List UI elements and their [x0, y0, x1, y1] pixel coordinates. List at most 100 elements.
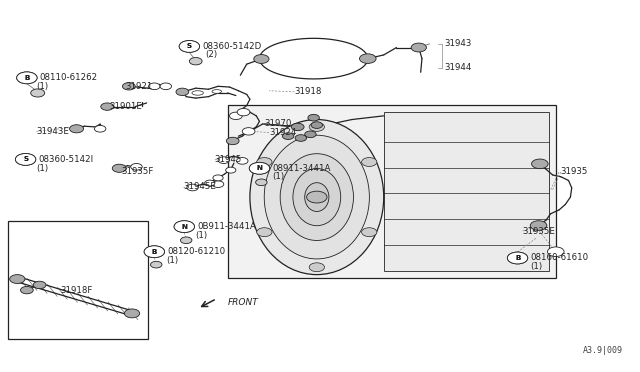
Ellipse shape — [212, 90, 221, 93]
Circle shape — [218, 157, 230, 163]
Circle shape — [249, 162, 269, 174]
Circle shape — [122, 83, 135, 90]
Text: S: S — [187, 44, 192, 49]
Text: S: S — [187, 44, 192, 49]
Text: B: B — [24, 75, 29, 81]
Circle shape — [307, 191, 327, 203]
Text: 08360-5142D: 08360-5142D — [202, 42, 261, 51]
Text: (1): (1) — [531, 262, 543, 271]
Circle shape — [212, 181, 224, 187]
Text: (1): (1) — [36, 164, 49, 173]
Circle shape — [179, 41, 200, 52]
Circle shape — [17, 72, 37, 84]
Circle shape — [17, 72, 37, 84]
Ellipse shape — [250, 119, 384, 275]
Circle shape — [131, 163, 142, 170]
Ellipse shape — [280, 154, 353, 240]
Circle shape — [360, 54, 376, 63]
Text: N: N — [257, 165, 262, 171]
Ellipse shape — [264, 135, 369, 259]
Circle shape — [180, 237, 192, 244]
Circle shape — [100, 103, 113, 110]
Circle shape — [144, 246, 164, 258]
Text: 31970: 31970 — [264, 119, 292, 128]
Polygon shape — [228, 105, 556, 278]
Text: 08911-3441A: 08911-3441A — [272, 164, 331, 173]
Text: (1): (1) — [196, 231, 208, 240]
Text: 31945E: 31945E — [183, 182, 216, 191]
Circle shape — [547, 247, 564, 257]
Circle shape — [20, 286, 33, 294]
Text: (1): (1) — [166, 256, 178, 265]
Circle shape — [237, 158, 248, 164]
Text: 31935E: 31935E — [523, 227, 556, 235]
Text: B: B — [515, 255, 520, 261]
Circle shape — [10, 275, 25, 283]
Circle shape — [33, 281, 46, 289]
Text: 08120-61210: 08120-61210 — [167, 247, 225, 256]
Text: 31944: 31944 — [444, 63, 472, 72]
Circle shape — [508, 252, 528, 264]
Text: B: B — [24, 75, 29, 81]
Circle shape — [230, 112, 243, 119]
Text: 31945: 31945 — [215, 155, 242, 164]
Circle shape — [308, 114, 319, 121]
Text: S: S — [23, 156, 28, 163]
Text: S: S — [23, 156, 28, 163]
Circle shape — [237, 109, 250, 116]
Circle shape — [144, 246, 164, 258]
Text: 31918: 31918 — [294, 87, 322, 96]
Text: N: N — [181, 224, 188, 230]
Circle shape — [226, 167, 236, 173]
Circle shape — [305, 131, 316, 138]
Circle shape — [189, 58, 202, 65]
Circle shape — [309, 263, 324, 272]
Circle shape — [148, 83, 160, 90]
Circle shape — [362, 228, 377, 237]
Text: N: N — [257, 165, 262, 171]
Text: 31935: 31935 — [561, 167, 588, 176]
Circle shape — [309, 122, 324, 131]
Circle shape — [249, 162, 269, 174]
Text: FRONT: FRONT — [228, 298, 259, 307]
Circle shape — [15, 154, 36, 165]
Text: N: N — [181, 224, 188, 230]
Text: 31921: 31921 — [125, 82, 153, 91]
Text: 31943E: 31943E — [36, 127, 69, 136]
Circle shape — [70, 125, 84, 133]
Text: 31935F: 31935F — [121, 167, 154, 176]
Circle shape — [187, 184, 198, 191]
Circle shape — [243, 128, 255, 135]
Text: (1): (1) — [272, 172, 284, 181]
Circle shape — [174, 221, 195, 232]
Text: 08360-5142I: 08360-5142I — [38, 155, 93, 164]
Circle shape — [213, 175, 223, 181]
Circle shape — [227, 137, 239, 145]
Circle shape — [124, 309, 140, 318]
Circle shape — [15, 154, 36, 165]
Circle shape — [362, 158, 377, 166]
Circle shape — [150, 261, 162, 268]
Text: 31918F: 31918F — [61, 286, 93, 295]
Circle shape — [112, 164, 126, 172]
Circle shape — [291, 123, 304, 131]
Ellipse shape — [305, 183, 329, 211]
Text: 31924: 31924 — [269, 128, 296, 137]
Text: B: B — [152, 249, 157, 255]
Circle shape — [257, 158, 272, 166]
Circle shape — [411, 43, 426, 52]
Circle shape — [532, 159, 548, 169]
Text: 08110-61262: 08110-61262 — [40, 73, 98, 82]
Ellipse shape — [293, 169, 340, 226]
Text: 31901E: 31901E — [109, 102, 143, 111]
Circle shape — [174, 221, 195, 232]
Ellipse shape — [192, 91, 204, 95]
Circle shape — [508, 252, 528, 264]
Circle shape — [160, 83, 172, 90]
Text: 08160-61610: 08160-61610 — [531, 253, 588, 263]
Circle shape — [257, 228, 272, 237]
Circle shape — [205, 180, 215, 186]
Circle shape — [531, 221, 547, 230]
Text: (2): (2) — [205, 51, 218, 60]
Circle shape — [255, 179, 267, 186]
